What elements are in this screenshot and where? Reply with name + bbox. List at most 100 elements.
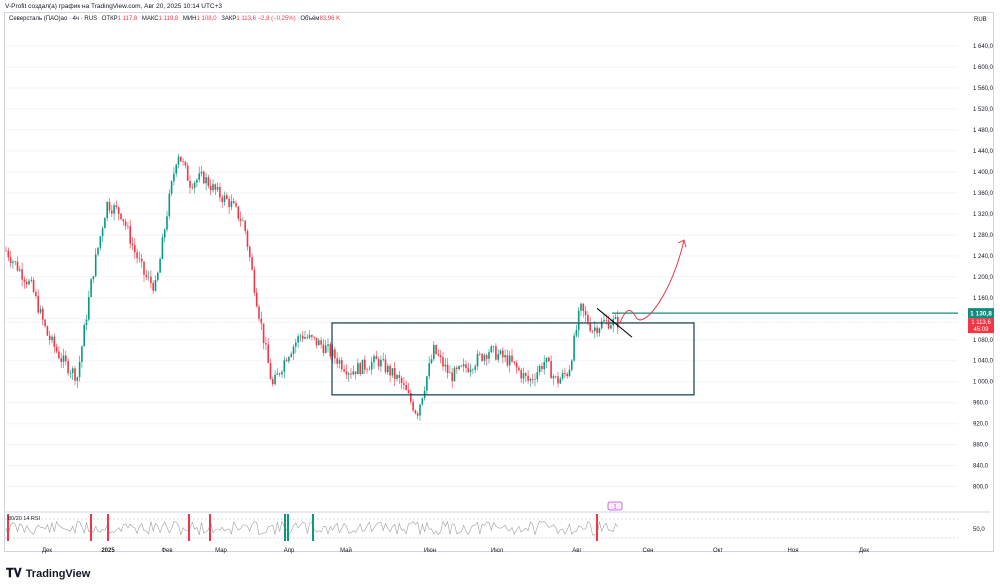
x-tick-label: Окт [713, 548, 723, 554]
candle-body [124, 221, 127, 227]
candle-body [354, 371, 357, 375]
y-tick-label: 1 200,0 [973, 275, 994, 281]
candle-body [497, 353, 499, 360]
candle-body [343, 369, 345, 372]
y-tick-label: 1 160,0 [973, 296, 994, 302]
candle-body [145, 274, 148, 278]
candle-body [380, 359, 382, 367]
tradingview-mark-icon: 𝐓𝐕 [6, 566, 22, 580]
candle-body [557, 376, 559, 384]
y-tick-label: 840,0 [973, 464, 989, 470]
candle-body [127, 226, 129, 227]
candle-body [575, 329, 578, 336]
candle-body [104, 218, 106, 229]
currency-label[interactable]: RUB [974, 17, 987, 23]
candle-body [437, 353, 440, 356]
candle-body [502, 350, 504, 358]
candle-body [281, 371, 283, 375]
last-price-label-bg [968, 318, 994, 334]
candle-body [21, 269, 23, 280]
candle-body [600, 321, 603, 329]
x-tick-label: Ноя [788, 548, 799, 554]
high-value: 1 119,8 [158, 16, 179, 22]
candle-body [7, 250, 10, 258]
candle-body [71, 368, 74, 374]
candle-body [154, 280, 157, 291]
symbol-name[interactable]: Северсталь (ПАО)ао · 4ч · RUS [9, 16, 98, 22]
tradingview-logo[interactable]: 𝐓𝐕 TradingView [6, 566, 90, 581]
candle-body [242, 220, 244, 222]
candle-body [226, 195, 228, 199]
candle-body [90, 279, 92, 298]
candle-body [350, 373, 352, 375]
candle-body [407, 390, 410, 394]
change-value: −2,8 (−0,25%) [257, 16, 296, 22]
candle-body [25, 281, 28, 285]
candle-body [421, 398, 424, 405]
rsi-signal-bar [90, 514, 92, 541]
candle-body [414, 410, 417, 414]
candle-body [251, 257, 253, 270]
candle-body [439, 355, 442, 357]
rsi-indicator-label[interactable]: 80/20 14 RSI [8, 516, 41, 522]
candle-body [285, 360, 288, 362]
y-tick-label: 1 440,0 [973, 149, 994, 155]
x-tick-label: Сен [643, 548, 654, 554]
x-tick-label: Дек [859, 548, 869, 554]
candle-body [94, 254, 97, 277]
candle-body [168, 193, 171, 217]
candle-body [228, 198, 230, 208]
candle-body [446, 364, 449, 374]
candle-body [469, 369, 472, 372]
candle-body [370, 362, 373, 370]
candle-body [152, 283, 154, 291]
candle-body [472, 369, 474, 371]
candle-body [368, 369, 371, 371]
candle-body [550, 361, 552, 379]
rsi-signal-bar [312, 514, 314, 541]
chart-frame [4, 12, 994, 552]
candle-body [373, 356, 375, 363]
candle-body [301, 335, 304, 339]
candle-body [334, 349, 336, 359]
candle-body [485, 355, 488, 359]
candle-body [157, 272, 159, 281]
candle-body [32, 279, 35, 292]
candle-body [196, 179, 198, 183]
candle-body [347, 373, 350, 375]
candle-body [111, 210, 113, 214]
candle-body [345, 371, 348, 375]
candle-body [389, 365, 391, 376]
candle-body [55, 346, 58, 352]
rsi-signal-bar [287, 514, 289, 541]
high-label: МАКС [141, 16, 159, 22]
candle-body [203, 171, 205, 184]
candle-body [582, 303, 585, 312]
candle-body [200, 171, 203, 174]
candle-body [244, 220, 246, 231]
candle-body [60, 358, 62, 362]
candle-body [9, 257, 12, 263]
volume-value: 83,96 K [319, 16, 341, 22]
candle-body [83, 324, 85, 347]
candle-body [391, 368, 394, 376]
projection-arrow [619, 239, 685, 324]
candle-body [120, 213, 122, 220]
candle-body [515, 362, 518, 368]
candle-body [559, 378, 562, 384]
candle-body [143, 261, 145, 275]
candle-body [30, 279, 33, 281]
candle-body [428, 363, 430, 377]
candle-body [387, 365, 389, 373]
candle-body [499, 350, 502, 354]
descending-trendline [596, 307, 633, 338]
candle-body [520, 370, 522, 379]
last-price-label: 1 113,6 [971, 320, 991, 326]
candle-body [35, 291, 37, 297]
brand-name: TradingView [25, 567, 91, 580]
candle-body [359, 363, 361, 374]
candle-body [239, 218, 242, 221]
candle-body [88, 297, 90, 320]
x-tick-label: Апр [284, 548, 295, 554]
